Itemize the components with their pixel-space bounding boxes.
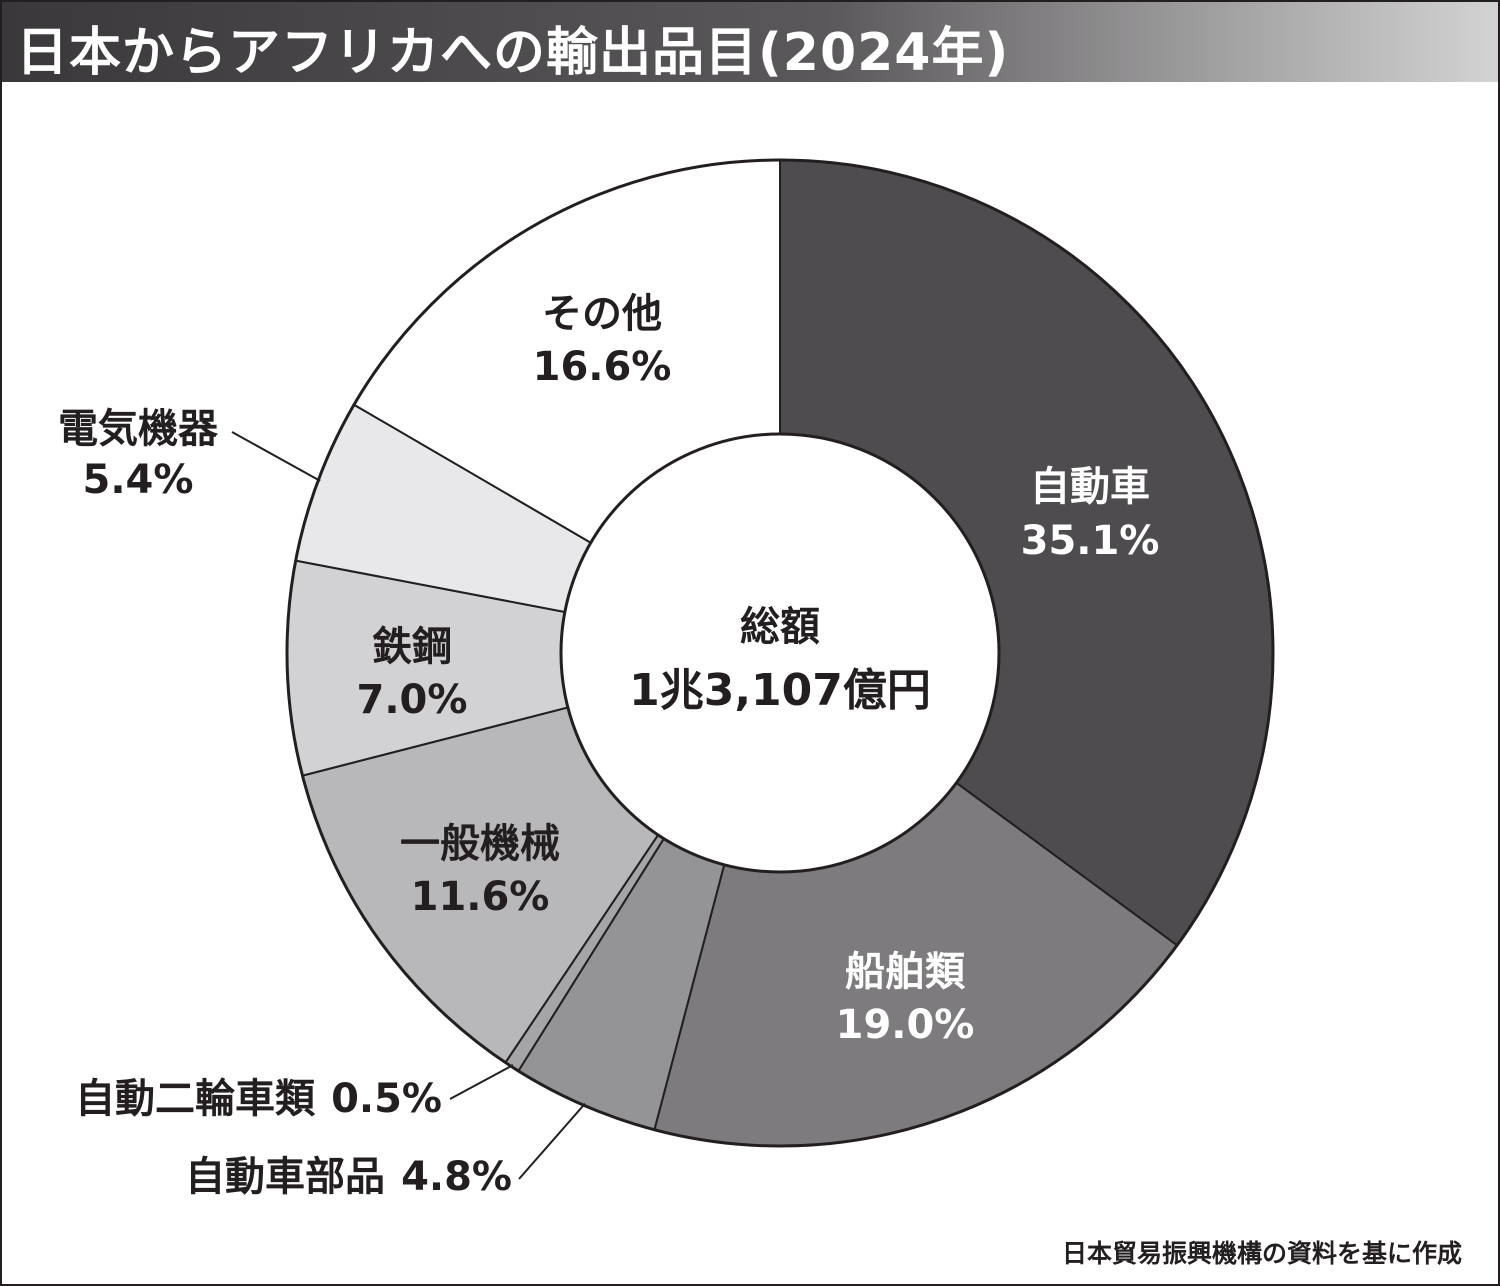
donut-outer-ring [285, 158, 1275, 1148]
chart-title: 日本からアフリカへの輸出品目(2024年) [16, 23, 1010, 83]
donut-hole [559, 432, 1001, 874]
leader-line-6 [231, 431, 321, 482]
leader-line-3 [449, 1064, 514, 1100]
slice-name-0: 自動車 [1030, 464, 1150, 510]
slice-value-5: 7.0% [357, 677, 468, 723]
slice-name-1: 船舶類 [845, 949, 966, 995]
slice-name-3: 自動二輪車類 [75, 1076, 316, 1122]
source-note: 日本貿易振興機構の資料を基に作成 [1061, 1239, 1462, 1268]
slice-label-3: 自動二輪車類 0.5% [75, 1076, 442, 1122]
slice-name-4: 一般機械 [400, 821, 560, 867]
title-bar: 日本からアフリカへの輸出品目(2024年) [2, 2, 1498, 83]
leader-line-2 [518, 1102, 586, 1180]
slice-value-1: 19.0% [836, 1002, 975, 1048]
slice-value-3: 0.5% [331, 1076, 442, 1122]
slice-name-2: 自動車部品 [185, 1154, 385, 1200]
center-label: 総額 [740, 604, 820, 650]
slice-label-2: 自動車部品 4.8% [185, 1154, 512, 1200]
slice-name-6: 電気機器 [58, 406, 219, 452]
slice-value-2: 4.8% [401, 1154, 512, 1200]
slice-value-4: 11.6% [411, 874, 550, 920]
slice-value-6: 5.4% [83, 457, 194, 503]
slice-name-5: 鉄鋼 [372, 624, 452, 670]
slice-value-0: 35.1% [1021, 518, 1160, 564]
center-value: 1兆3,107億円 [629, 665, 931, 716]
slice-name-7: その他 [542, 291, 662, 337]
slice-value-7: 16.6% [533, 344, 672, 390]
